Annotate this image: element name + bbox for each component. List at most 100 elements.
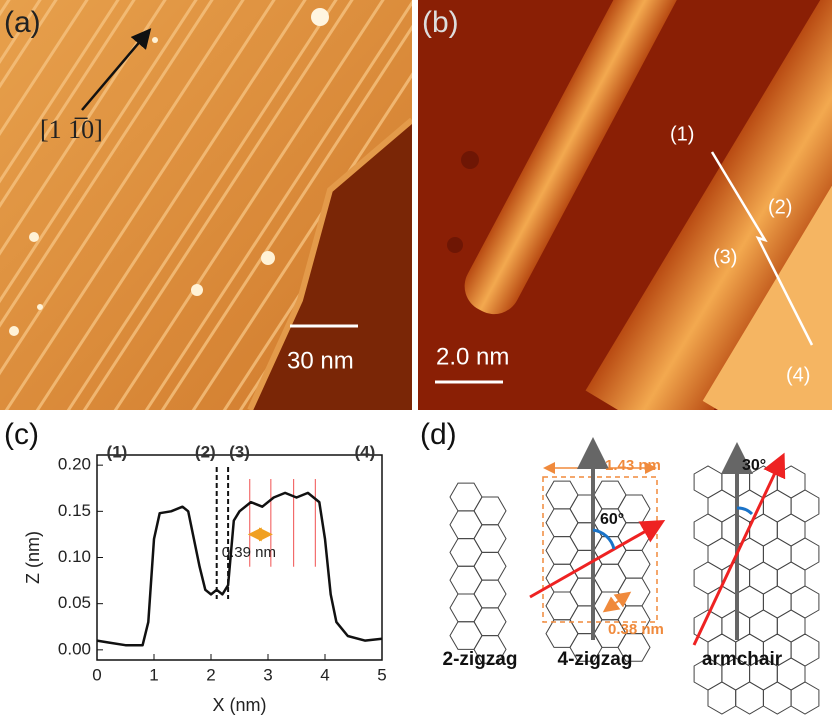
- hexagon: [473, 579, 507, 609]
- hexagon: [735, 681, 764, 715]
- ribbon-label: 2-zigzag: [443, 649, 518, 670]
- hexagon: [569, 605, 603, 635]
- y-tick-label: 0.10: [58, 547, 91, 566]
- hexagon: [776, 609, 806, 643]
- hexagon: [762, 585, 792, 619]
- hexagon: [473, 496, 507, 526]
- scale-label: 30 nm: [287, 347, 354, 374]
- x-tick-label: 4: [320, 665, 329, 684]
- spacing-label: 0.38 nm: [608, 621, 664, 638]
- hexagon: [693, 561, 723, 595]
- panel-label: (c): [4, 418, 39, 451]
- point-label: (3): [229, 442, 250, 461]
- period-label: 0.39 nm: [222, 544, 276, 561]
- x-tick-label: 2: [206, 665, 215, 684]
- stm-image-a: [0, 0, 412, 410]
- hexagon: [617, 633, 651, 662]
- hexagon: [790, 585, 820, 619]
- terrace-step: [0, 0, 42, 64]
- direction-arrow: [692, 452, 786, 646]
- y-tick-label: 0.00: [58, 639, 91, 658]
- ribbon-label: 4-zigzag: [558, 649, 633, 670]
- hexagon: [790, 681, 820, 715]
- y-tick-label: 0.20: [58, 455, 91, 474]
- hexagon: [790, 489, 820, 523]
- hexagon: [762, 537, 792, 571]
- hexagon: [707, 489, 737, 523]
- width-label: 1.43 nm: [605, 457, 661, 474]
- hexagon: [617, 549, 651, 579]
- hexagon: [473, 524, 507, 553]
- point-label: (4): [786, 364, 810, 386]
- hexagon: [449, 538, 483, 567]
- x-tick-label: 3: [263, 665, 272, 684]
- hexagon: [569, 494, 603, 524]
- hexagon: [449, 621, 483, 650]
- hexagon: [473, 607, 507, 637]
- ribbon-label: armchair: [702, 649, 783, 670]
- hexagon: [545, 591, 579, 621]
- terrace-step: [0, 0, 89, 137]
- hexagon: [545, 480, 579, 510]
- ribbon-diagram: [449, 437, 820, 715]
- x-tick-label: 5: [377, 665, 386, 684]
- terrace-step: [113, 0, 385, 410]
- hexagon: [735, 585, 764, 619]
- profile-chart: 0 1 2 3 4 5 0.00 0.05 0.10 0.15 0.20 X (nm) Z (nm) 0.…: [23, 442, 387, 714]
- point-label: (2): [195, 442, 216, 461]
- hexagon: [790, 537, 820, 571]
- hexagon: [749, 609, 778, 643]
- hexagon: [762, 681, 792, 715]
- stm-image-b: [418, 0, 832, 410]
- hexagon: [617, 577, 651, 607]
- terrace-step: [0, 0, 245, 376]
- terrace-step: [0, 0, 198, 304]
- hexagon: [449, 593, 483, 623]
- x-tick-label: 1: [149, 665, 158, 684]
- hexagon: [569, 577, 603, 607]
- hexagon: [776, 513, 806, 547]
- terrace-step: [160, 24, 412, 410]
- direction-arrow: [81, 28, 152, 111]
- hexagon: [762, 489, 792, 523]
- terrace-step: [0, 0, 214, 328]
- width-box: [542, 476, 658, 623]
- direction-arrow: [529, 520, 666, 599]
- hexagon: [473, 635, 507, 664]
- angle-label: 60°: [600, 511, 624, 528]
- point-label: (4): [355, 442, 376, 461]
- terrace-step: [82, 0, 354, 410]
- terrace-step: [0, 0, 136, 209]
- hexagon: [593, 591, 627, 621]
- terrace-step: [144, 0, 412, 410]
- direction-label: [1 1̅0]: [40, 115, 103, 144]
- hexagon: [449, 565, 483, 595]
- point-label: (2): [768, 196, 792, 218]
- hexagon: [593, 480, 627, 510]
- y-tick-label: 0.05: [58, 593, 91, 612]
- x-axis-label: X (nm): [213, 695, 267, 715]
- hexagon: [707, 585, 737, 619]
- terrace-step: [35, 0, 307, 410]
- hexagon: [693, 513, 723, 547]
- hexagon: [735, 537, 764, 571]
- hexagon: [790, 633, 820, 667]
- hexagon: [707, 681, 737, 715]
- hexagon: [749, 561, 778, 595]
- angle-label: 30°: [742, 457, 766, 474]
- hexagon: [776, 561, 806, 595]
- hexagon: [545, 508, 579, 538]
- panel-label: (a): [4, 6, 41, 39]
- hexagon: [473, 551, 507, 581]
- x-tick-label: 0: [92, 665, 101, 684]
- point-label: (1): [107, 442, 128, 461]
- terrace-step: [0, 0, 58, 89]
- terrace-step: [0, 0, 120, 184]
- point-label: (1): [670, 123, 694, 145]
- panel-label: (b): [422, 6, 459, 39]
- terrace-step: [4, 0, 276, 410]
- hexagon: [449, 510, 483, 540]
- hexagon: [776, 465, 806, 499]
- y-tick-label: 0.15: [58, 501, 91, 520]
